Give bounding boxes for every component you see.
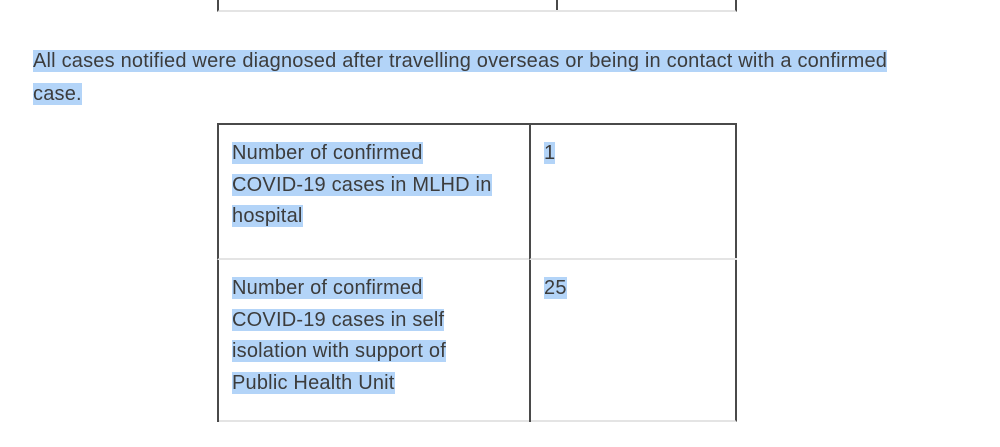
table-cell-hospital-value: 1	[529, 125, 737, 260]
partial-table-column-divider	[556, 0, 558, 10]
partial-table-top	[217, 0, 737, 12]
isolation-cases-value-selected-text: 25	[544, 277, 567, 299]
table-cell-hospital-label: Number of confirmed COVID-19 cases in ML…	[217, 125, 529, 260]
table-cell-isolation-value: 25	[529, 260, 737, 422]
intro-paragraph: All cases notified were diagnosed after …	[33, 45, 943, 111]
hospital-cases-value-selected-text: 1	[544, 142, 556, 164]
table-cell-isolation-label: Number of confirmed COVID-19 cases in se…	[217, 260, 529, 422]
hospital-cases-label-selected-text: Number of confirmed COVID-19 cases in ML…	[232, 142, 492, 227]
covid-stats-table: Number of confirmed COVID-19 cases in ML…	[217, 123, 737, 422]
isolation-cases-label-selected-text: Number of confirmed COVID-19 cases in se…	[232, 277, 447, 394]
intro-paragraph-selected-text: All cases notified were diagnosed after …	[33, 50, 888, 105]
